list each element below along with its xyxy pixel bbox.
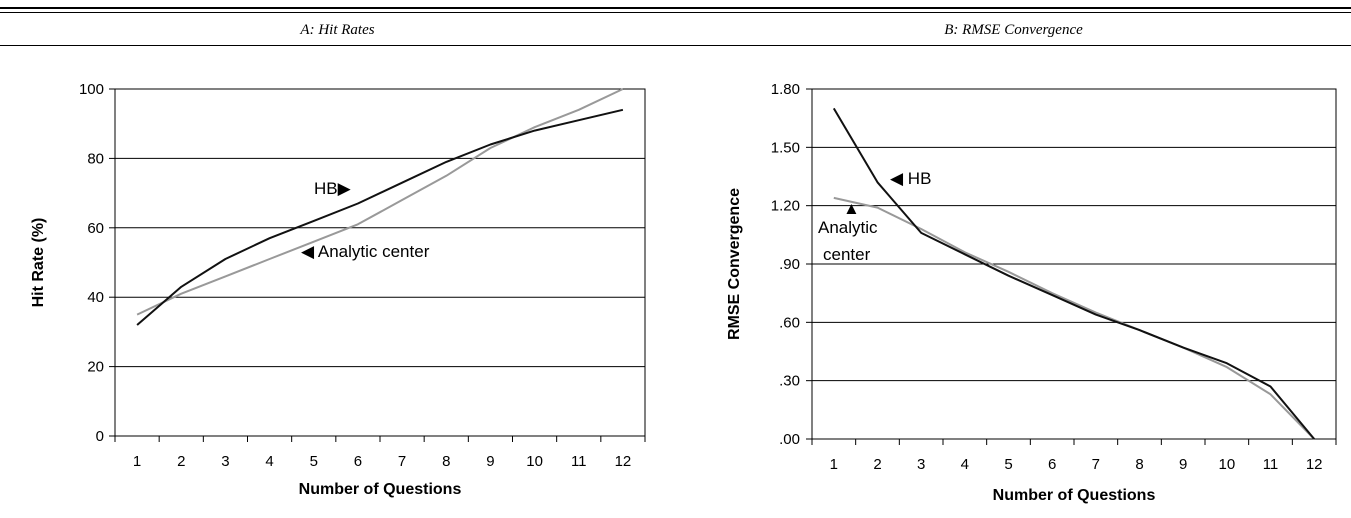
hit-rate-ytick-label: 0 (96, 428, 104, 445)
rmse-xtick-label: 10 (1218, 456, 1235, 473)
rmse-annotation: Analytic (818, 218, 878, 237)
hit-rate-x-axis-title: Number of Questions (299, 481, 462, 498)
top-rule-thin (0, 12, 1351, 13)
hit-rate-xtick-label: 9 (486, 453, 494, 470)
hit-rate-xtick-label: 8 (442, 453, 450, 470)
rmse-series-hb-line (832, 107, 1315, 440)
top-rule (0, 7, 1351, 9)
hit-rate-ytick-label: 20 (87, 359, 104, 376)
hit-rate-ytick-label: 60 (87, 220, 104, 237)
hit-rate-xtick-label: 1 (133, 453, 141, 470)
hit-rate-series-hb-line (136, 108, 624, 326)
rmse-x-axis-title: Number of Questions (993, 487, 1156, 504)
hit-rate-xtick-label: 10 (526, 453, 543, 470)
rmse-xtick-label: 12 (1306, 456, 1323, 473)
rmse-ytick-label: 1.50 (771, 139, 800, 156)
hit-rate-xtick-label: 12 (615, 453, 632, 470)
hit-rate-xtick-label: 11 (571, 453, 587, 470)
rmse-annotation: ▲ (843, 199, 860, 218)
rmse-xtick-label: 4 (961, 456, 969, 473)
rmse-annotation: ◀ HB (890, 169, 931, 188)
rmse-ytick-label: .90 (779, 256, 800, 273)
hit-rate-ytick-label: 100 (79, 81, 104, 98)
panel-a-title: A: Hit Rates (300, 22, 375, 38)
hit-rate-xtick-label: 3 (221, 453, 229, 470)
rmse-xtick-label: 3 (917, 456, 925, 473)
rmse-ytick-label: 1.20 (771, 198, 800, 215)
hit-rate-xtick-label: 7 (398, 453, 406, 470)
rmse-xtick-label: 8 (1135, 456, 1143, 473)
rmse-ytick-label: .00 (779, 431, 800, 448)
rmse-series-analytic-center-line (833, 196, 1315, 440)
rmse-y-axis-title: RMSE Convergence (726, 188, 743, 340)
hit-rate-y-axis-title: Hit Rate (%) (30, 218, 47, 308)
rmse-ytick-label: .30 (779, 373, 800, 390)
hit-rate-annotation: ◀ Analytic center (301, 242, 430, 261)
hit-rate-series-analytic-center-line (136, 88, 624, 316)
hit-rate-xtick-label: 2 (177, 453, 185, 470)
hit-rate-ytick-label: 80 (87, 150, 104, 167)
rmse-xtick-label: 7 (1092, 456, 1100, 473)
rmse-xtick-label: 2 (873, 456, 881, 473)
hit-rate-xtick-label: 6 (354, 453, 362, 470)
rmse-xtick-label: 11 (1263, 456, 1279, 473)
panel-b-title: B: RMSE Convergence (944, 22, 1083, 38)
hit-rate-plot-border (114, 88, 646, 437)
rmse-ytick-label: 1.80 (771, 81, 800, 98)
hit-rate-annotation: HB▶ (314, 179, 352, 198)
rmse-xtick-label: 9 (1179, 456, 1187, 473)
rmse-xtick-label: 1 (830, 456, 838, 473)
hit-rate-xtick-label: 5 (310, 453, 318, 470)
hit-rate-xtick-label: 4 (265, 453, 273, 470)
rmse-ytick-label: .60 (779, 314, 800, 331)
hit-rate-ytick-label: 40 (87, 289, 104, 306)
header-rule (0, 45, 1351, 46)
rmse-xtick-label: 6 (1048, 456, 1056, 473)
rmse-xtick-label: 5 (1004, 456, 1012, 473)
rmse-annotation: center (823, 245, 871, 264)
